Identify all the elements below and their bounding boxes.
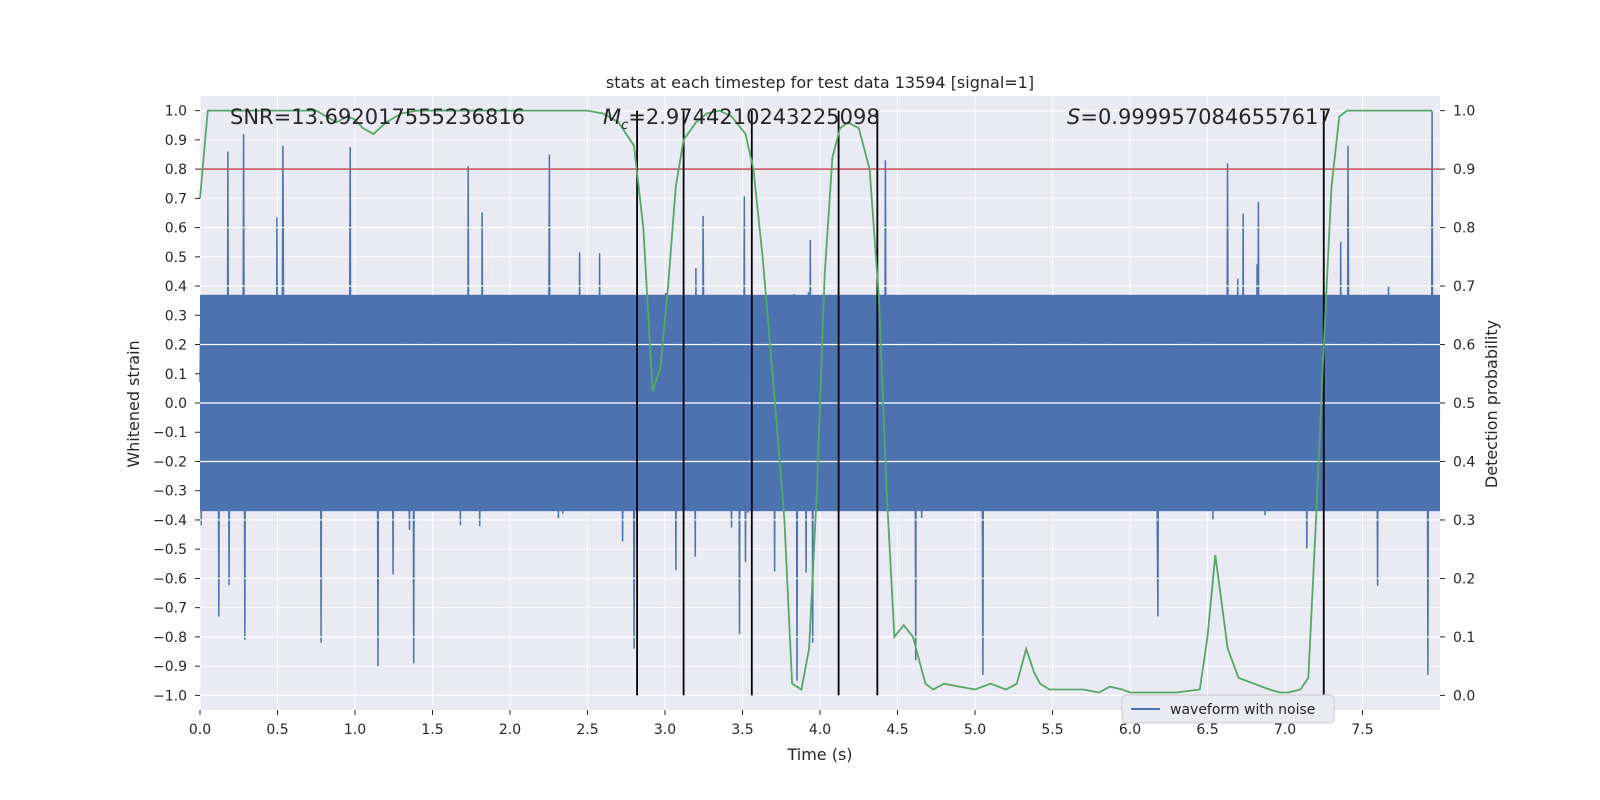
- x-tick-label: 1.0: [344, 722, 366, 738]
- overlay-lines: [199, 109, 1440, 696]
- y-tick-label: −0.8: [153, 630, 187, 646]
- y-tick-label: −0.5: [153, 542, 187, 558]
- y-tick-label: 0.6: [165, 221, 187, 237]
- y2-axis-label: Detection probability: [1482, 320, 1501, 488]
- legend-label-waveform: waveform with noise: [1170, 702, 1315, 718]
- detection-probability-line: [199, 109, 1433, 694]
- y-tick-label: −0.2: [153, 454, 187, 470]
- y2-tick-label: 0.2: [1453, 571, 1475, 587]
- axes: 0.0 0.5 1.0 1.5 2.0 2.5 3.0 3.5 4.0 4.5 5.0 5.5 6.0 6…: [153, 104, 1475, 738]
- y-tick-label: 0.4: [165, 279, 187, 295]
- y2-tick-label: 0.6: [1453, 338, 1475, 354]
- y2-tick-label: 0.7: [1453, 279, 1475, 295]
- y-tick-label: 0.1: [165, 367, 187, 383]
- y2-tick-label: 0.0: [1453, 688, 1475, 704]
- x-tick-label: 3.0: [654, 722, 676, 738]
- chart-title: stats at each timestep for test data 135…: [606, 73, 1034, 92]
- x-tick-label: 7.5: [1351, 722, 1373, 738]
- y-tick-label: 0.7: [165, 191, 187, 207]
- x-tick-label: 6.0: [1119, 722, 1141, 738]
- y-axis-label: Whitened strain: [124, 340, 143, 467]
- y-tick-label: −0.7: [153, 601, 187, 617]
- x-tick-label: 4.0: [809, 722, 831, 738]
- x-tick-label: 3.5: [731, 722, 753, 738]
- y-tick-label: −0.6: [153, 571, 187, 587]
- x-tick-label: 2.5: [576, 722, 598, 738]
- x-tick-label: 2.0: [499, 722, 521, 738]
- score-annotation: S=0.9999570846557617: [1067, 105, 1332, 129]
- y2-tick-label: 0.9: [1453, 162, 1475, 178]
- legend-box: [1121, 694, 1335, 724]
- x-tick-label: 1.5: [421, 722, 443, 738]
- x-tick-label: 5.5: [1041, 722, 1063, 738]
- y-tick-label: 1.0: [165, 104, 187, 120]
- y-tick-label: −0.3: [153, 484, 187, 500]
- y2-tick-label: 0.3: [1453, 513, 1475, 529]
- y-tick-label: 0.9: [165, 133, 187, 149]
- y-tick-label: 0.8: [165, 162, 187, 178]
- y2-tick-label: 0.8: [1453, 221, 1475, 237]
- y2-tick-label: 1.0: [1453, 104, 1475, 120]
- chirp-mass-annotation: Mc=2.9744210243225098: [603, 105, 880, 133]
- y2-tick-label: 0.5: [1453, 396, 1475, 412]
- y-tick-label: −0.1: [153, 425, 187, 441]
- y-tick-label: 0.5: [165, 250, 187, 266]
- legend: waveform with noise: [1121, 694, 1335, 724]
- snr-annotation: SNR=13.692017555236816: [230, 105, 525, 129]
- chirp-mass-subscript: c: [621, 118, 628, 133]
- x-axis-label: Time (s): [786, 745, 852, 764]
- x-tick-label: 0.0: [189, 722, 211, 738]
- x-tick-label: 0.5: [266, 722, 288, 738]
- x-tick-label: 5.0: [964, 722, 986, 738]
- x-tick-label: 4.5: [886, 722, 908, 738]
- chirp-mass-value: =2.9744210243225098: [628, 105, 879, 129]
- score-symbol: S: [1067, 105, 1080, 129]
- chirp-mass-symbol: M: [603, 105, 621, 129]
- x-tick-label: 7.0: [1274, 722, 1296, 738]
- x-tick-label: 6.5: [1196, 722, 1218, 738]
- y-tick-label: 0.3: [165, 308, 187, 324]
- y-tick-label: −0.9: [153, 659, 187, 675]
- y-tick-label: 0.0: [165, 396, 187, 412]
- y2-tick-label: 0.1: [1453, 630, 1475, 646]
- score-value: =0.9999570846557617: [1080, 105, 1331, 129]
- y-tick-label: 0.2: [165, 338, 187, 354]
- y2-tick-label: 0.4: [1453, 454, 1475, 470]
- y-tick-label: −0.4: [153, 513, 187, 529]
- y-tick-label: −1.0: [153, 688, 187, 704]
